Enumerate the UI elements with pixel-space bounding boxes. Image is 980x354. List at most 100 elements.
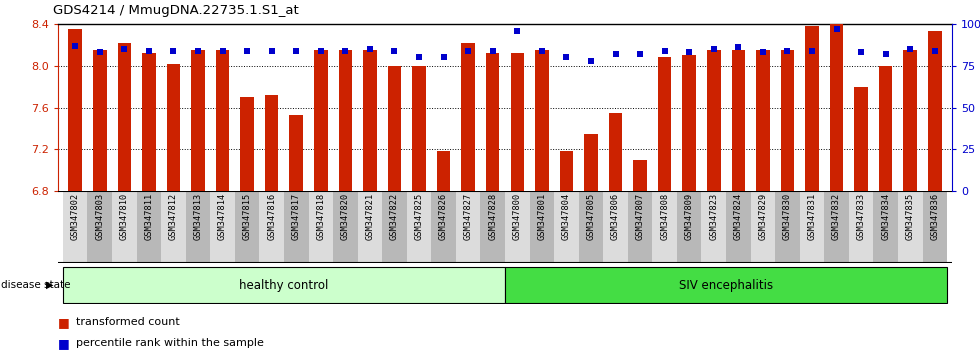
Bar (849, 191, 873, 263)
Text: GSM347828: GSM347828 (488, 193, 497, 240)
Bar (437, 152, 451, 191)
Text: GSM347822: GSM347822 (390, 193, 399, 240)
Bar (560, 152, 573, 191)
Bar (480, 191, 505, 263)
Bar (628, 191, 653, 263)
Bar (87, 191, 112, 263)
Text: GSM347811: GSM347811 (144, 193, 154, 240)
Bar (775, 191, 800, 263)
Bar (633, 160, 647, 191)
Text: GSM347815: GSM347815 (243, 193, 252, 240)
Bar (653, 191, 677, 263)
Text: GSM347835: GSM347835 (906, 193, 914, 240)
Bar (682, 55, 696, 191)
Bar (751, 191, 775, 263)
Bar (63, 267, 505, 303)
Text: GSM347806: GSM347806 (611, 193, 620, 240)
Bar (186, 191, 211, 263)
Text: GSM347809: GSM347809 (685, 193, 694, 240)
Bar (554, 191, 578, 263)
Text: GSM347829: GSM347829 (759, 193, 767, 240)
Bar (69, 29, 82, 191)
Bar (314, 50, 327, 191)
Bar (873, 191, 898, 263)
Bar (456, 191, 480, 263)
Bar (824, 191, 849, 263)
Bar (904, 50, 917, 191)
Text: GSM347816: GSM347816 (268, 193, 276, 240)
Bar (535, 50, 549, 191)
Text: GSM347804: GSM347804 (562, 193, 571, 240)
Bar (161, 191, 186, 263)
Bar (584, 133, 598, 191)
Bar (757, 50, 769, 191)
Bar (806, 26, 818, 191)
Bar (407, 191, 431, 263)
Bar (358, 191, 382, 263)
Bar (486, 53, 500, 191)
Text: GDS4214 / MmugDNA.22735.1.S1_at: GDS4214 / MmugDNA.22735.1.S1_at (53, 4, 299, 17)
Bar (63, 191, 87, 263)
Bar (93, 50, 107, 191)
Bar (922, 191, 947, 263)
Bar (142, 53, 156, 191)
Text: GSM347827: GSM347827 (464, 193, 472, 240)
Text: GSM347830: GSM347830 (783, 193, 792, 240)
Bar (339, 50, 352, 191)
Text: GSM347821: GSM347821 (366, 193, 374, 240)
Bar (505, 267, 947, 303)
Bar (879, 66, 893, 191)
Text: transformed count: transformed count (75, 317, 179, 327)
Bar (265, 95, 278, 191)
Text: GSM347824: GSM347824 (734, 193, 743, 240)
Bar (382, 191, 407, 263)
Bar (112, 191, 136, 263)
Text: healthy control: healthy control (239, 279, 328, 291)
Bar (413, 66, 425, 191)
Bar (216, 50, 229, 191)
Bar (707, 50, 720, 191)
Bar (235, 191, 260, 263)
Bar (289, 115, 303, 191)
Text: GSM347808: GSM347808 (661, 193, 669, 240)
Text: GSM347823: GSM347823 (710, 193, 718, 240)
Bar (677, 191, 702, 263)
Text: GSM347825: GSM347825 (415, 193, 423, 240)
Bar (830, 24, 844, 191)
Bar (191, 50, 205, 191)
Text: GSM347836: GSM347836 (930, 193, 939, 240)
Bar (658, 57, 671, 191)
Text: GSM347820: GSM347820 (341, 193, 350, 240)
Text: GSM347812: GSM347812 (169, 193, 178, 240)
Bar (364, 50, 376, 191)
Bar (167, 64, 180, 191)
Bar (211, 191, 235, 263)
Text: ▶: ▶ (46, 280, 54, 290)
Bar (462, 43, 475, 191)
Bar (136, 191, 161, 263)
Bar (118, 43, 131, 191)
Bar (726, 191, 751, 263)
Bar (260, 191, 284, 263)
Bar (800, 191, 824, 263)
Bar (855, 87, 868, 191)
Text: GSM347833: GSM347833 (857, 193, 865, 240)
Bar (284, 191, 309, 263)
Text: SIV encephalitis: SIV encephalitis (679, 279, 773, 291)
Text: ■: ■ (58, 337, 70, 350)
Text: GSM347817: GSM347817 (292, 193, 301, 240)
Bar (898, 191, 922, 263)
Text: disease state: disease state (1, 280, 71, 290)
Bar (240, 97, 254, 191)
Text: percentile rank within the sample: percentile rank within the sample (75, 338, 264, 348)
Bar (609, 113, 622, 191)
Bar (702, 191, 726, 263)
Bar (505, 191, 529, 263)
Bar (388, 66, 401, 191)
Text: GSM347818: GSM347818 (317, 193, 325, 240)
Text: GSM347805: GSM347805 (586, 193, 596, 240)
Text: GSM347831: GSM347831 (808, 193, 816, 240)
Text: ■: ■ (58, 316, 70, 329)
Bar (431, 191, 456, 263)
Bar (732, 50, 745, 191)
